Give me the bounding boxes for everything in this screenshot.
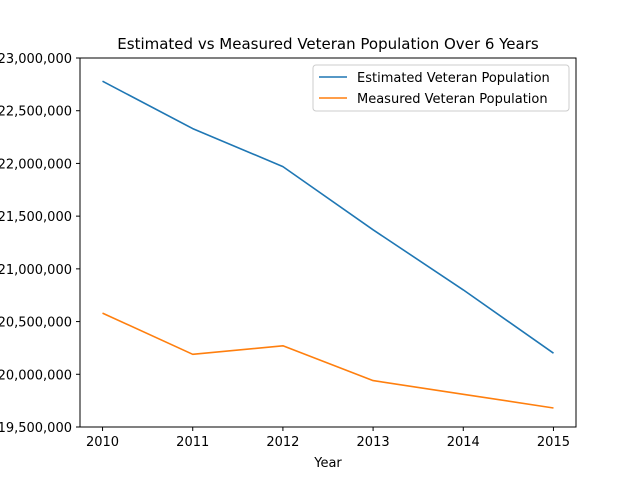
x-tick-label: 2010 (86, 435, 119, 450)
chart-title: Estimated vs Measured Veteran Population… (117, 35, 539, 53)
y-tick-label: 22,500,000 (0, 105, 72, 120)
series-line-2 (102, 312, 554, 409)
x-tick-label: 2015 (537, 435, 570, 450)
x-tick-label: 2013 (357, 435, 390, 450)
y-tick-label: 19,500,000 (0, 421, 72, 436)
y-tick-label: 21,500,000 (0, 210, 72, 225)
x-axis: 2010 2011 2012 2013 2014 2015 (86, 427, 570, 450)
y-tick-label: 20,500,000 (0, 316, 72, 331)
legend-label-2: Measured Veteran Population (357, 92, 548, 107)
y-tick-label: 23,000,000 (0, 52, 72, 67)
y-tick-label: 21,000,000 (0, 263, 72, 278)
x-tick-label: 2012 (266, 435, 299, 450)
legend-box (312, 64, 570, 112)
legend-label-1: Estimated Veteran Population (357, 71, 550, 86)
plot-area (79, 57, 577, 428)
y-axis: 19,500,000 20,000,000 20,500,000 21,000,000… (0, 52, 80, 436)
x-tick-label: 2011 (176, 435, 209, 450)
series-layer (102, 80, 554, 409)
series-line-1 (102, 80, 554, 354)
y-tick-label: 22,000,000 (0, 157, 72, 172)
legend: Estimated Veteran Population Measured Vet… (312, 64, 570, 112)
x-axis-label: Year (313, 456, 342, 471)
y-tick-label: 20,000,000 (0, 368, 72, 383)
x-tick-label: 2014 (447, 435, 480, 450)
plot-frame (79, 57, 577, 428)
